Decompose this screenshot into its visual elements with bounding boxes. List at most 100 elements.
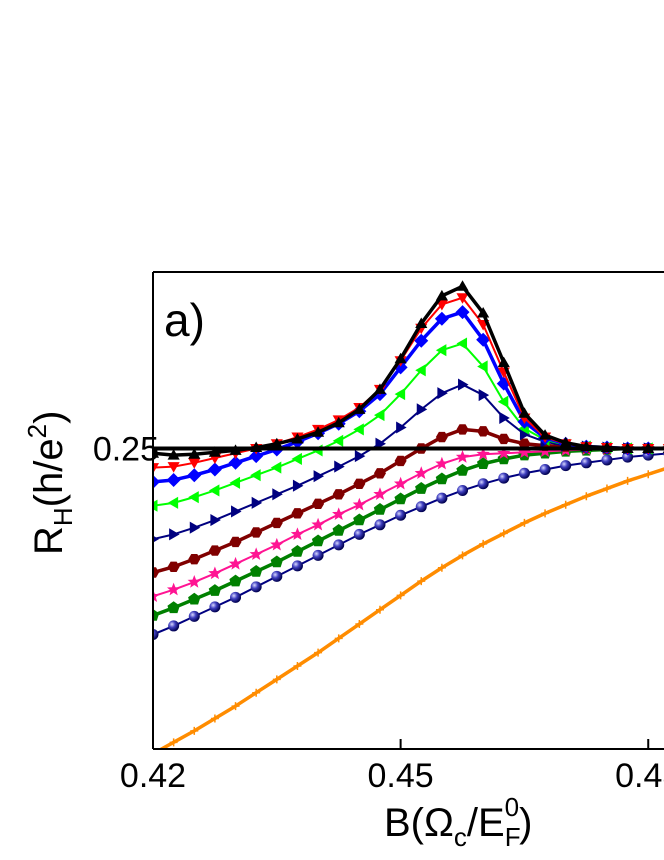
data-point-marker: [153, 567, 159, 578]
data-point-marker: [539, 463, 551, 475]
data-point-marker: [519, 428, 531, 441]
data-point-marker: [435, 456, 449, 470]
data-point-marker: [153, 499, 158, 512]
data-point-marker: [270, 437, 283, 449]
data-point-marker: [394, 492, 407, 505]
data-point-marker: [394, 388, 406, 401]
data-point-marker: [332, 524, 345, 536]
x-axis-label-sup-0: 0: [505, 792, 519, 822]
data-point-marker: [436, 492, 448, 504]
data-point-marker: [188, 610, 200, 622]
data-point-marker: [456, 463, 469, 476]
data-point-marker: [293, 662, 302, 671]
data-point-marker: [169, 528, 180, 541]
data-point-marker: [153, 463, 160, 474]
data-point-marker: [373, 487, 387, 500]
data-point-marker: [373, 503, 387, 515]
data-point-marker: [517, 445, 532, 458]
x-tick-label: 0.42: [120, 757, 186, 795]
data-point-marker: [458, 551, 467, 560]
data-point-marker: [353, 423, 364, 436]
series-10: [157, 467, 664, 749]
data-point-marker: [497, 446, 511, 459]
y-axis-label-sub: H: [48, 507, 78, 526]
data-point-marker: [353, 478, 366, 489]
data-point-marker: [208, 566, 222, 580]
data-point-marker: [435, 289, 448, 301]
data-point-marker: [415, 364, 426, 377]
data-point-marker: [229, 536, 242, 548]
data-point-marker: [456, 337, 468, 350]
data-point-marker: [167, 449, 180, 460]
data-point-marker: [270, 461, 282, 474]
y-tick-label: 0.25: [93, 430, 159, 468]
data-point-marker: [229, 574, 242, 587]
data-point-marker: [437, 563, 446, 572]
y-axis-label-close: ): [27, 411, 71, 424]
series-layer: [153, 280, 664, 749]
data-point-marker: [520, 518, 529, 527]
data-point-marker: [249, 547, 263, 561]
x-tick-label: 0.48: [615, 757, 664, 795]
data-point-marker: [476, 457, 490, 470]
data-point-marker: [414, 333, 429, 348]
data-point-marker: [477, 307, 490, 318]
data-point-marker: [476, 332, 491, 347]
x-tick-label: 0.45: [368, 757, 434, 795]
data-point-marker: [394, 352, 407, 364]
data-point-marker: [188, 553, 201, 565]
data-point-marker: [249, 449, 264, 464]
data-point-marker: [580, 457, 592, 469]
data-point-marker: [352, 497, 367, 511]
data-point-marker: [188, 491, 199, 504]
data-point-marker: [518, 407, 531, 418]
data-point-marker: [457, 484, 469, 496]
data-point-marker: [499, 529, 508, 538]
data-point-marker: [187, 468, 202, 483]
data-point-marker: [167, 496, 179, 509]
data-point-marker: [334, 460, 345, 473]
data-point-marker: [272, 488, 283, 501]
data-point-marker: [353, 528, 365, 540]
data-point-marker: [291, 432, 304, 444]
data-point-marker: [228, 556, 243, 570]
data-point-marker: [249, 565, 263, 577]
data-point-marker: [334, 634, 343, 643]
data-point-marker: [166, 472, 181, 487]
data-point-marker: [332, 507, 346, 520]
data-point-marker: [456, 424, 469, 435]
data-point-marker: [312, 498, 325, 510]
panel-label: a): [164, 294, 205, 346]
data-point-marker: [498, 472, 510, 484]
data-point-marker: [373, 468, 386, 479]
data-point-marker: [270, 537, 284, 551]
data-point-marker: [231, 702, 240, 711]
data-point-marker: [272, 675, 281, 684]
data-point-marker: [561, 500, 570, 509]
data-point-marker: [477, 360, 488, 373]
data-point-marker: [314, 648, 323, 657]
data-point-marker: [251, 496, 263, 509]
data-point-marker: [455, 450, 470, 463]
data-point-marker: [394, 455, 407, 467]
data-point-marker: [187, 575, 201, 588]
data-point-marker: [153, 535, 159, 543]
data-point-marker: [497, 433, 510, 445]
data-point-marker: [353, 403, 366, 414]
x-axis-label-slash: /E: [467, 801, 505, 845]
data-point-marker: [311, 534, 325, 547]
data-point-marker: [292, 479, 304, 492]
data-point-marker: [153, 629, 159, 641]
data-point-marker: [435, 472, 449, 485]
data-point-marker: [332, 489, 345, 500]
data-point-marker: [189, 521, 201, 534]
data-point-marker: [499, 411, 510, 425]
data-point-marker: [250, 581, 262, 593]
data-point-marker: [458, 378, 469, 391]
series-9: [153, 449, 664, 641]
data-point-marker: [539, 429, 552, 440]
data-point-marker: [416, 403, 428, 416]
data-point-marker: [313, 470, 325, 483]
data-point-marker: [312, 549, 324, 561]
data-point-marker: [415, 482, 428, 494]
